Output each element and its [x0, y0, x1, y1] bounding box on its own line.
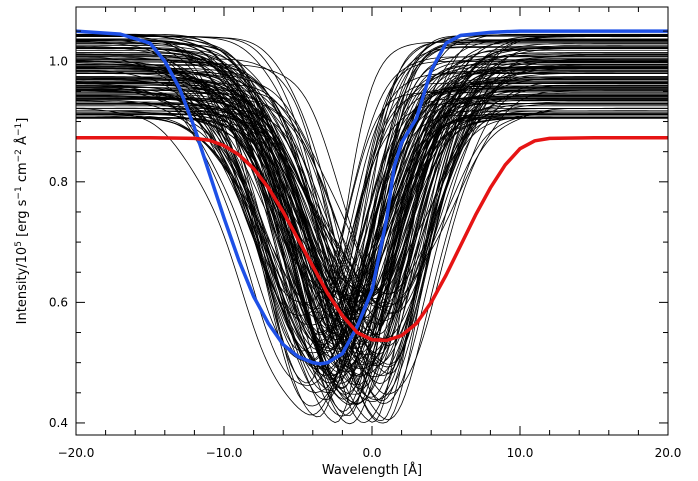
- ensemble-line: [76, 59, 668, 390]
- y-axis-label: Intensity/105 [erg s−1 cm−2 Å−1]: [14, 118, 30, 325]
- x-tick-label: 10.0: [507, 446, 534, 460]
- ensemble-line: [76, 47, 668, 351]
- ensemble-line: [76, 61, 668, 402]
- blue-series-line: [76, 29, 668, 366]
- ensemble-line: [76, 52, 668, 368]
- red-series-line: [76, 136, 668, 343]
- ensemble-line: [76, 89, 668, 395]
- ensemble-line: [76, 105, 668, 303]
- ensemble-line: [76, 43, 668, 390]
- ensemble-line: [76, 116, 668, 384]
- ensemble-line: [76, 69, 668, 296]
- ensemble-line: [76, 114, 668, 311]
- ensemble-line: [76, 48, 668, 422]
- y-tick-label: 0.4: [49, 416, 68, 430]
- x-tick-label: −10.0: [206, 446, 243, 460]
- ensemble-line: [76, 110, 668, 424]
- x-tick-label: 20.0: [655, 446, 682, 460]
- x-tick-label: −20.0: [58, 446, 95, 460]
- ensemble-line: [76, 103, 668, 339]
- ensemble-line: [76, 87, 668, 350]
- ensemble-line: [76, 40, 668, 334]
- axis-ticks: [75, 7, 669, 435]
- ensemble-line: [76, 58, 668, 404]
- axis-tick-labels: −20.0 −10.0 0.0 10.0 20.0 0.4 0.6 0.8 1.0: [49, 54, 681, 460]
- y-tick-label: 0.8: [49, 175, 68, 189]
- ensemble-line: [76, 64, 668, 378]
- ensemble-line: [76, 39, 668, 354]
- ensemble-line: [76, 101, 668, 376]
- ensemble-line: [76, 88, 668, 326]
- ensemble-line: [76, 85, 668, 322]
- ensemble-line: [76, 34, 668, 345]
- y-tick-label: 0.6: [49, 295, 68, 309]
- x-tick-label: 0.0: [362, 446, 381, 460]
- ensemble-line: [76, 117, 668, 359]
- ensemble-line: [76, 54, 668, 401]
- ensemble-line: [76, 96, 668, 386]
- ensemble-line: [76, 35, 668, 377]
- ensemble-line: [76, 84, 668, 366]
- highlighted-series: [76, 29, 668, 366]
- ensemble-lines: [76, 33, 668, 425]
- ensemble-line: [76, 39, 668, 368]
- ensemble-line: [76, 63, 668, 324]
- ensemble-line: [76, 113, 668, 301]
- x-axis-label: Wavelength [Å]: [322, 462, 422, 478]
- y-tick-label: 1.0: [49, 54, 68, 68]
- ensemble-line: [76, 70, 668, 316]
- ensemble-line: [76, 99, 668, 384]
